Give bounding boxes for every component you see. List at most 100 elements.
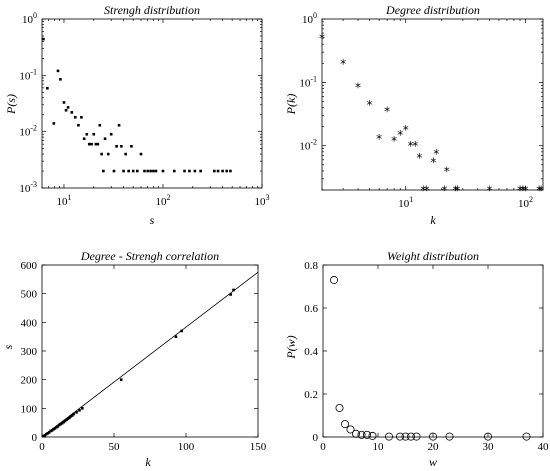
tick-label: 0.8 xyxy=(304,260,318,272)
data-point xyxy=(46,86,49,90)
tick-label: 400 xyxy=(21,317,38,329)
tick-label-base: 10 xyxy=(155,196,167,208)
tick-label: 500 xyxy=(21,289,38,301)
data-point xyxy=(72,412,75,416)
data-point xyxy=(70,414,74,417)
data-point xyxy=(102,169,105,173)
data-point xyxy=(100,152,103,156)
tick-label-base: 10 xyxy=(19,183,31,195)
plot-frame xyxy=(41,18,263,189)
panel-title: Degree distribution xyxy=(385,3,480,17)
tick-label-base: 10 xyxy=(56,196,68,208)
data-point: * xyxy=(452,184,458,198)
tick-label-exponent: 1 xyxy=(67,193,71,202)
data-point: * xyxy=(454,184,460,198)
tick-label-exponent: -2 xyxy=(30,124,37,133)
data-point xyxy=(161,169,165,173)
x-axis-label: k xyxy=(430,213,436,227)
data-point xyxy=(85,132,89,136)
data-point xyxy=(329,276,338,285)
tick-label: 0 xyxy=(320,441,326,453)
data-point xyxy=(92,132,96,136)
data-point: * xyxy=(397,128,403,142)
data-point xyxy=(127,169,130,173)
x-axis-label: k xyxy=(145,455,151,469)
data-point xyxy=(52,122,56,125)
tick-label: 0.6 xyxy=(304,303,318,315)
data-point xyxy=(87,142,91,146)
data-point xyxy=(45,432,48,436)
plot-frame xyxy=(321,18,544,191)
data-point xyxy=(62,101,66,104)
tick-label: 10-1 xyxy=(299,74,317,89)
data-point xyxy=(172,169,176,173)
data-point xyxy=(65,418,68,422)
data-point xyxy=(81,407,84,410)
data-point xyxy=(368,431,377,440)
panel-strength-distribution: Strengh distribution s P(s) 101 102 10310-… xyxy=(4,3,270,227)
data-point xyxy=(96,142,100,146)
data-point xyxy=(445,432,454,441)
tick-label-base: 10 xyxy=(299,77,311,89)
data-point xyxy=(152,169,155,173)
tick-label-base: 10 xyxy=(518,198,530,210)
data-point xyxy=(225,169,228,173)
data-point xyxy=(115,144,118,148)
plot-frame xyxy=(41,264,259,438)
tick-label-exponent: 2 xyxy=(529,195,533,204)
data-point xyxy=(229,169,232,173)
data-point xyxy=(146,169,149,173)
tick-label-exponent: 0 xyxy=(313,11,317,20)
data-point xyxy=(59,422,63,426)
data-point xyxy=(46,431,50,435)
data-point: * xyxy=(412,139,418,153)
tick-label: 200 xyxy=(21,375,38,387)
data-point xyxy=(143,169,146,173)
tick-label: 10-2 xyxy=(19,124,37,139)
data-point: * xyxy=(486,184,492,198)
data-point xyxy=(66,417,70,420)
tick-label: 0 xyxy=(313,432,319,444)
data-point xyxy=(59,78,62,81)
data-point: * xyxy=(433,147,439,161)
data-point xyxy=(188,169,191,173)
data-point: * xyxy=(376,132,382,146)
tick-label-exponent: -1 xyxy=(30,67,37,76)
data-point xyxy=(103,137,107,141)
data-point xyxy=(82,137,86,141)
data-point xyxy=(43,433,47,437)
data-point: * xyxy=(430,156,436,170)
tick-label: 20 xyxy=(428,441,440,453)
data-point xyxy=(70,111,74,114)
data-point: * xyxy=(420,184,426,198)
data-point xyxy=(213,169,216,173)
data-point xyxy=(90,142,93,146)
data-point xyxy=(49,429,52,433)
data-point xyxy=(351,429,360,438)
fit-line xyxy=(41,271,259,438)
data-point: * xyxy=(522,184,528,198)
tick-label-exponent: 0 xyxy=(33,11,37,20)
panel-weight-distribution: Weight distribution w P(w) 0 10 20 30 40 0 0.2… xyxy=(284,249,549,469)
data-point: * xyxy=(424,184,430,198)
data-point xyxy=(340,420,349,429)
tick-label: 100 xyxy=(178,441,195,453)
data-point xyxy=(98,123,102,127)
data-point xyxy=(50,429,54,432)
tick-label: 10-2 xyxy=(299,138,317,153)
plot-frame xyxy=(322,264,544,438)
data-point xyxy=(193,169,197,173)
tick-label: 600 xyxy=(21,260,38,272)
data-point xyxy=(232,288,235,292)
data-point: * xyxy=(441,184,447,198)
data-point xyxy=(57,423,61,427)
data-point xyxy=(362,430,371,439)
data-point xyxy=(75,411,78,414)
data-point xyxy=(335,403,344,412)
data-point xyxy=(483,432,492,441)
data-point xyxy=(47,431,51,434)
data-point xyxy=(428,432,437,441)
tick-label: 10-3 xyxy=(19,180,37,195)
y-axis-label: P(k) xyxy=(284,94,298,116)
data-point xyxy=(199,169,202,173)
